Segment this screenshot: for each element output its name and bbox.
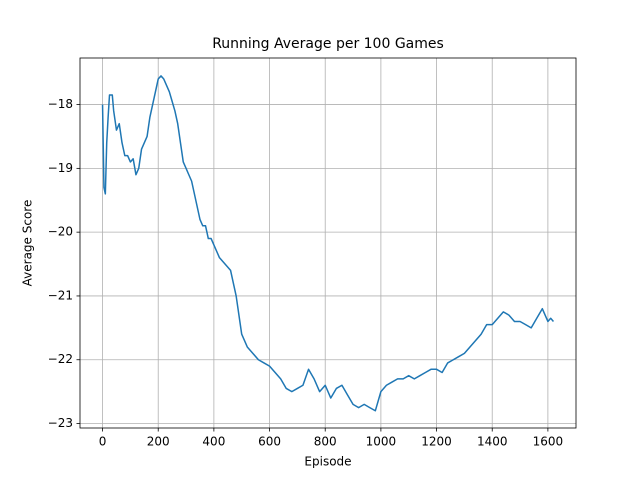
y-tick-label: −22 (48, 352, 73, 366)
y-axis-label: Average Score (21, 200, 35, 287)
chart-title: Running Average per 100 Games (212, 36, 444, 52)
y-tick-label: −20 (48, 225, 73, 239)
x-tick-label: 1200 (421, 435, 452, 449)
y-tick-label: −18 (48, 97, 73, 111)
series-line (101, 75, 555, 412)
x-tick-label: 400 (202, 435, 225, 449)
x-tick-label: 1400 (477, 435, 508, 449)
x-axis-label: Episode (304, 455, 351, 469)
y-tick-label: −21 (48, 288, 73, 302)
x-tick-label: 1600 (533, 435, 564, 449)
y-tick-label: −19 (48, 161, 73, 175)
x-tick-label: 1000 (366, 435, 397, 449)
x-tick-label: 600 (258, 435, 281, 449)
x-tick-label: 0 (99, 435, 107, 449)
y-tick-label: −23 (48, 416, 73, 430)
x-tick-label: 800 (314, 435, 337, 449)
x-tick-label: 200 (147, 435, 170, 449)
plot-frame (79, 57, 577, 429)
